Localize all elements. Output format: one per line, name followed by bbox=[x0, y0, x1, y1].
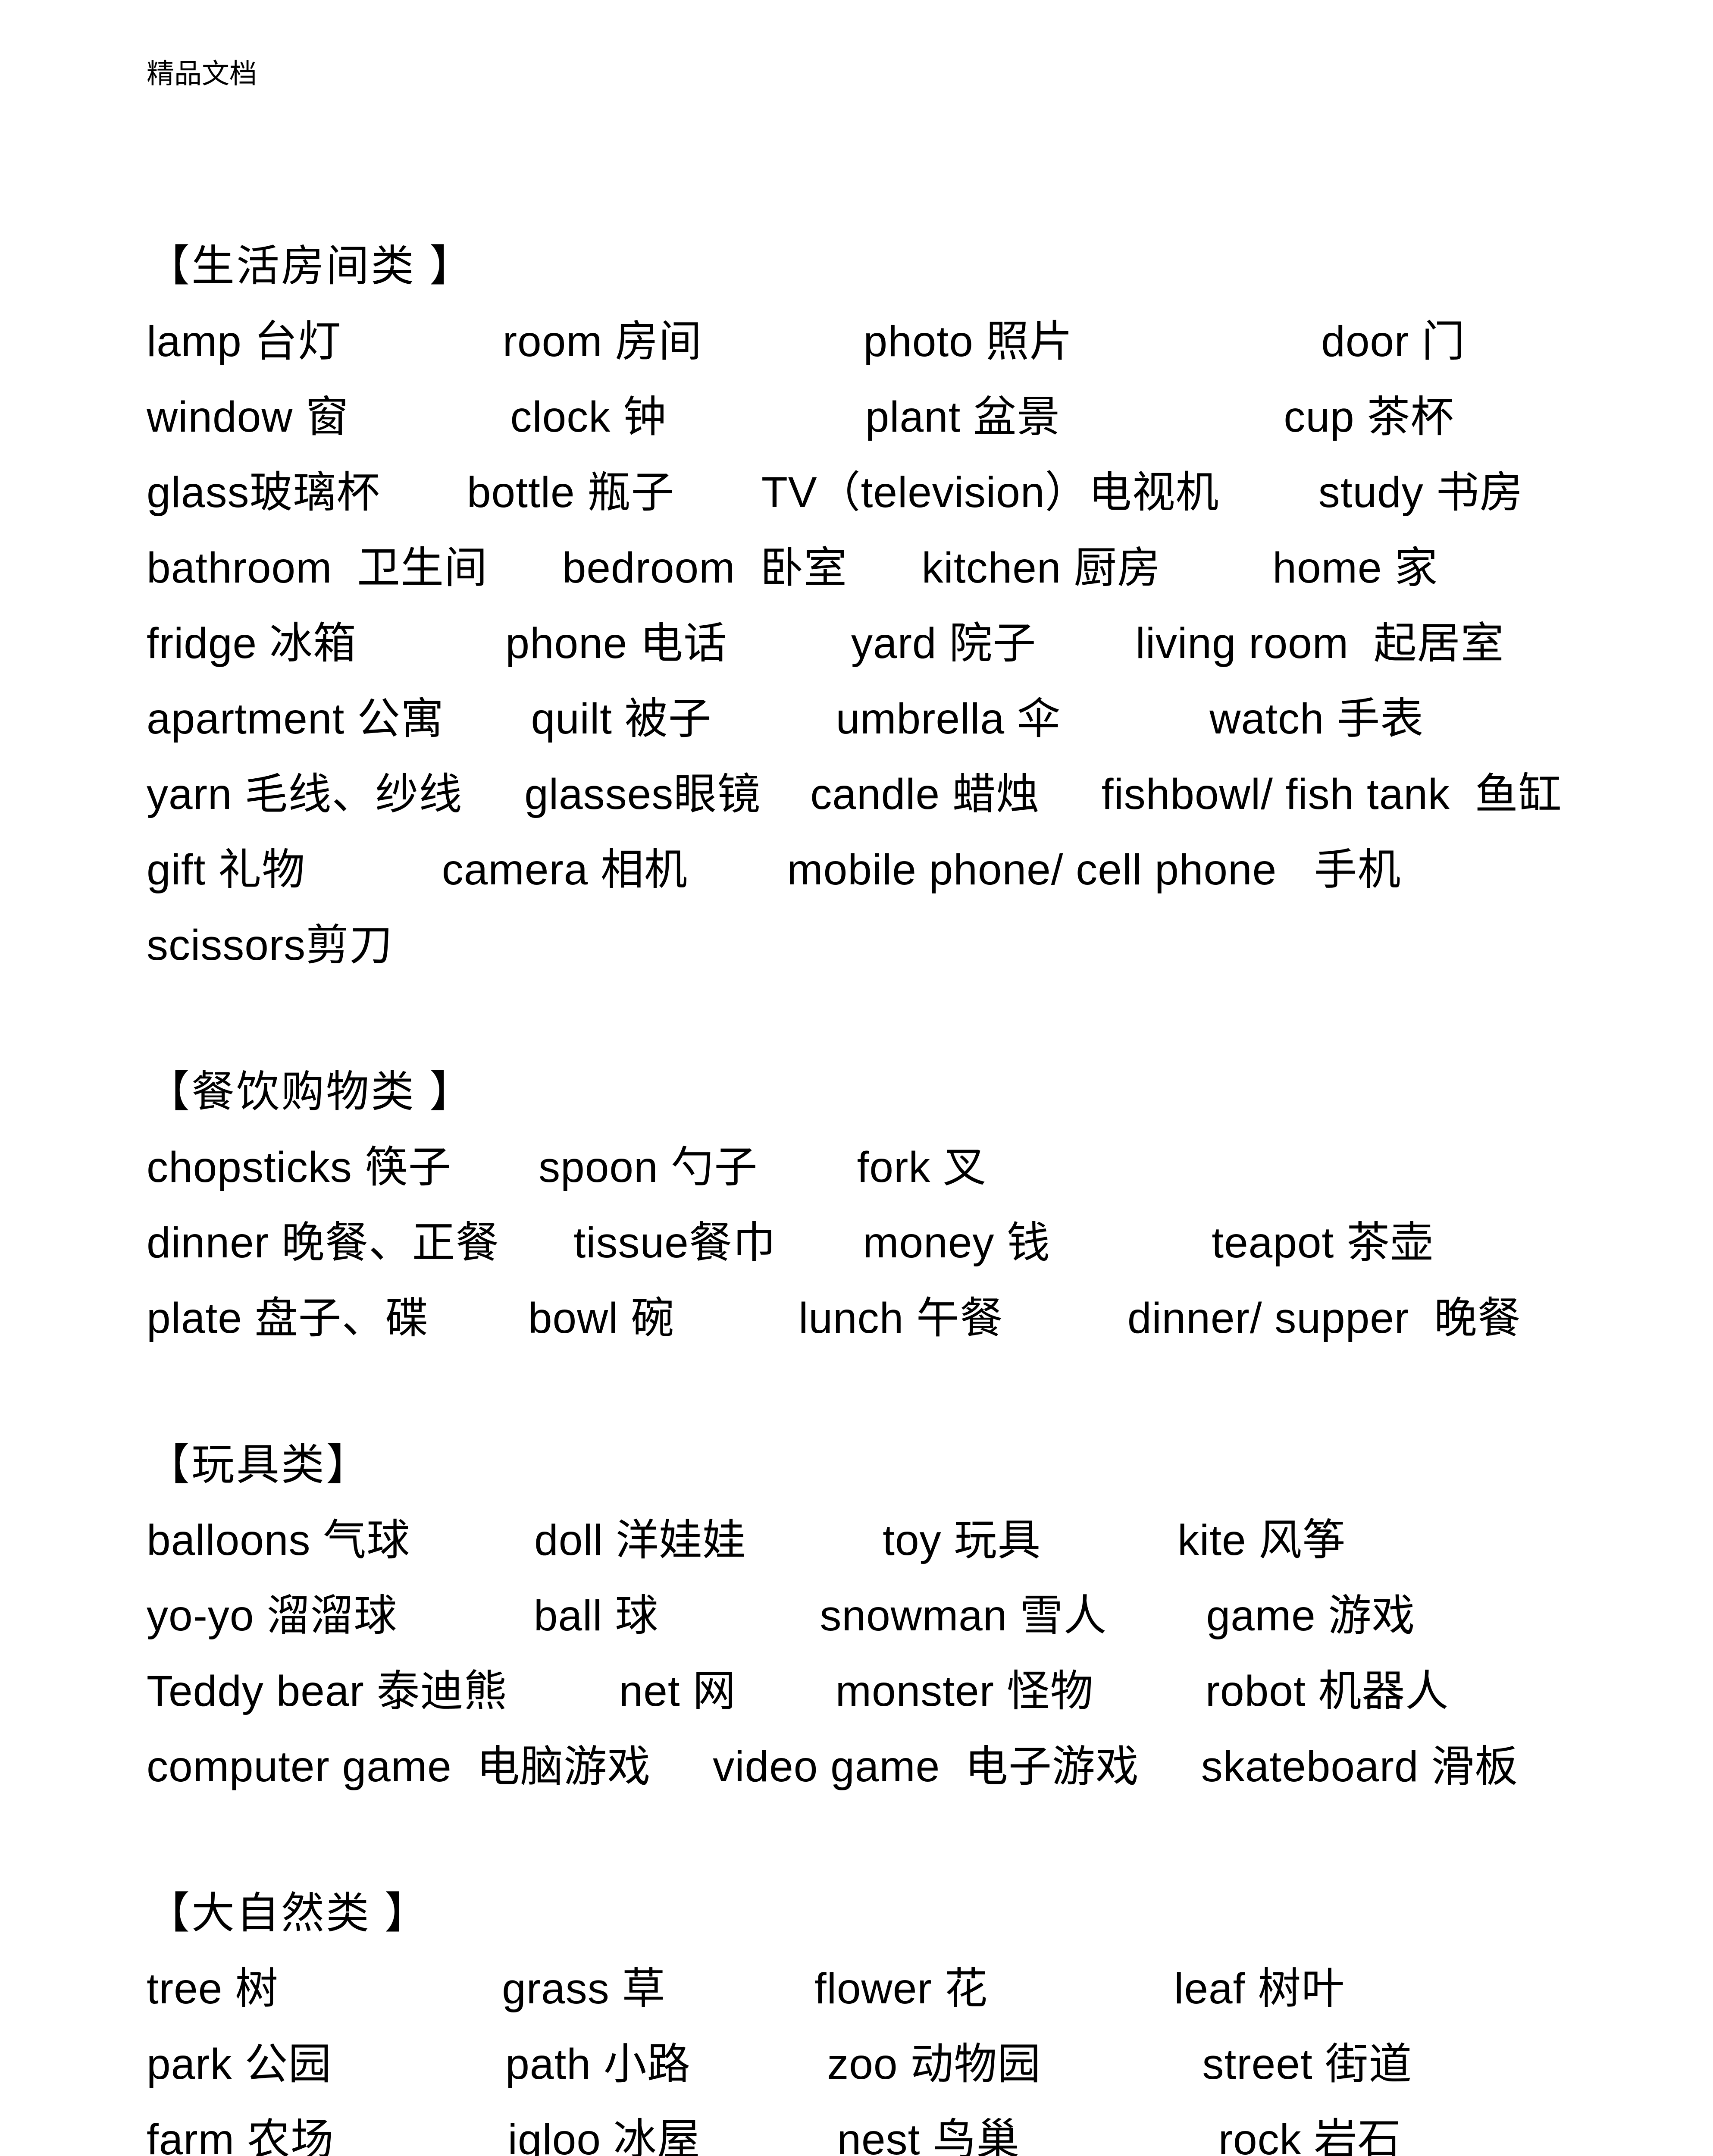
section-title-living: 【生活房间类 】 bbox=[147, 229, 1601, 304]
vocab-row: yo-yo 溜溜球 ball 球 snowman 雪人 game 游戏 bbox=[147, 1578, 1601, 1654]
vocab-row: Teddy bear 泰迪熊 net 网 monster 怪物 robot 机器… bbox=[147, 1654, 1601, 1729]
vocab-row: lamp 台灯 room 房间 photo 照片 door 门 bbox=[147, 304, 1601, 379]
section-gap bbox=[147, 1805, 1601, 1876]
section-title-nature: 【大自然类 】 bbox=[147, 1876, 1601, 1951]
section-gap bbox=[147, 1356, 1601, 1427]
section-title-dining: 【餐饮购物类 】 bbox=[147, 1054, 1601, 1130]
vocab-row: tree 树 grass 草 flower 花 leaf 树叶 bbox=[147, 1951, 1601, 2027]
vocab-row: yarn 毛线、纱线 glasses眼镜 candle 蜡烛 fishbowl/… bbox=[147, 757, 1601, 832]
vocab-row: window 窗 clock 钟 plant 盆景 cup 茶杯 bbox=[147, 379, 1601, 455]
vocab-row: scissors剪刀 bbox=[147, 908, 1601, 983]
page-header: 精品文档 bbox=[147, 52, 257, 91]
document-page: 精品文档 【生活房间类 】 lamp 台灯 room 房间 photo 照片 d… bbox=[0, 0, 1713, 2156]
vocab-row: chopsticks 筷子 spoon 勺子 fork 叉 bbox=[147, 1130, 1601, 1205]
vocab-row: computer game 电脑游戏 video game 电子游戏 skate… bbox=[147, 1729, 1601, 1805]
section-title-toys: 【玩具类】 bbox=[147, 1427, 1601, 1503]
vocab-row: glass玻璃杯 bottle 瓶子 TV（television）电视机 stu… bbox=[147, 455, 1601, 530]
vocab-row: dinner 晚餐、正餐 tissue餐巾 money 钱 teapot 茶壶 bbox=[147, 1205, 1601, 1281]
vocab-row: farm 农场 igloo 冰屋 nest 鸟巢 rock 岩石 bbox=[147, 2102, 1601, 2156]
vocab-row: apartment 公寓 quilt 被子 umbrella 伞 watch 手… bbox=[147, 681, 1601, 757]
page-content: 【生活房间类 】 lamp 台灯 room 房间 photo 照片 door 门… bbox=[147, 229, 1601, 2156]
vocab-row: bathroom 卫生间 bedroom 卧室 kitchen 厨房 home … bbox=[147, 530, 1601, 606]
vocab-row: gift 礼物 camera 相机 mobile phone/ cell pho… bbox=[147, 832, 1601, 908]
section-gap bbox=[147, 983, 1601, 1054]
vocab-row: fridge 冰箱 phone 电话 yard 院子 living room 起… bbox=[147, 606, 1601, 681]
vocab-row: park 公园 path 小路 zoo 动物园 street 街道 bbox=[147, 2027, 1601, 2102]
vocab-row: balloons 气球 doll 洋娃娃 toy 玩具 kite 风筝 bbox=[147, 1503, 1601, 1578]
vocab-row: plate 盘子、碟 bowl 碗 lunch 午餐 dinner/ suppe… bbox=[147, 1281, 1601, 1356]
